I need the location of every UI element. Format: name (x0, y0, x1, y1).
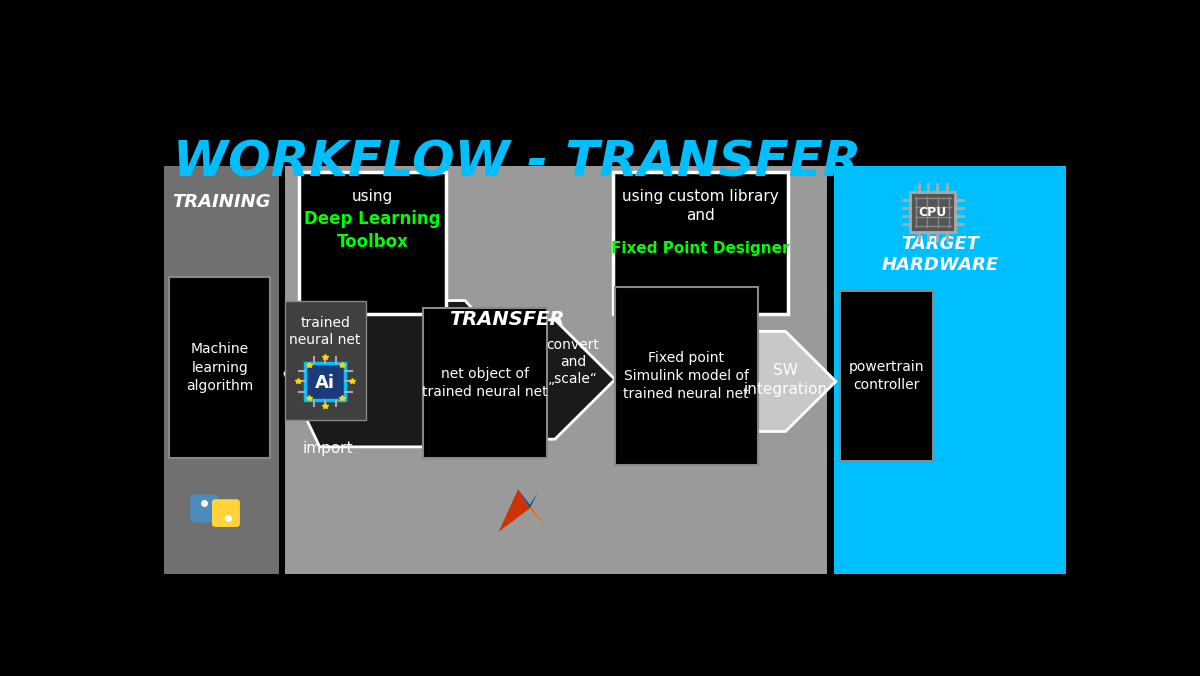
Text: CPU: CPU (919, 206, 947, 218)
Text: TRAINING: TRAINING (172, 193, 270, 211)
Text: Fixed Point Designer: Fixed Point Designer (611, 241, 790, 256)
Bar (169, 277, 270, 458)
Polygon shape (532, 320, 616, 439)
Text: using: using (352, 189, 394, 204)
Polygon shape (736, 331, 836, 431)
Text: Machine
learning
algorithm: Machine learning algorithm (186, 342, 253, 393)
Text: import: import (302, 441, 354, 456)
Bar (164, 166, 278, 574)
Text: Ai: Ai (316, 374, 335, 392)
Text: WORKFLOW - TRANSFER: WORKFLOW - TRANSFER (173, 139, 862, 187)
Polygon shape (499, 489, 529, 531)
Bar (422, 308, 547, 458)
Text: using custom library
and: using custom library and (622, 189, 779, 222)
Text: TARGET
HARDWARE: TARGET HARDWARE (882, 235, 1000, 274)
Bar (305, 363, 346, 400)
FancyBboxPatch shape (191, 495, 218, 523)
Bar (613, 172, 788, 314)
Polygon shape (284, 301, 532, 447)
Bar (840, 291, 932, 461)
Bar (284, 166, 827, 574)
Polygon shape (518, 489, 550, 531)
Bar (834, 166, 1066, 574)
Text: trained
neural net: trained neural net (289, 316, 361, 347)
FancyBboxPatch shape (212, 500, 240, 527)
Text: TRANSFER: TRANSFER (449, 310, 564, 329)
Bar (911, 192, 955, 232)
Text: Fixed point
Simulink model of
trained neural net: Fixed point Simulink model of trained ne… (624, 351, 749, 402)
Bar (616, 287, 758, 464)
Text: powertrain
controller: powertrain controller (848, 360, 924, 391)
Text: net object of
trained neural net: net object of trained neural net (422, 367, 547, 399)
Bar (284, 301, 366, 420)
Polygon shape (518, 489, 538, 508)
Text: Deep Learning
Toolbox: Deep Learning Toolbox (304, 210, 440, 251)
Text: convert
and
„scale“: convert and „scale“ (547, 338, 600, 387)
Text: SW
integration: SW integration (744, 363, 828, 397)
Bar (299, 172, 446, 314)
